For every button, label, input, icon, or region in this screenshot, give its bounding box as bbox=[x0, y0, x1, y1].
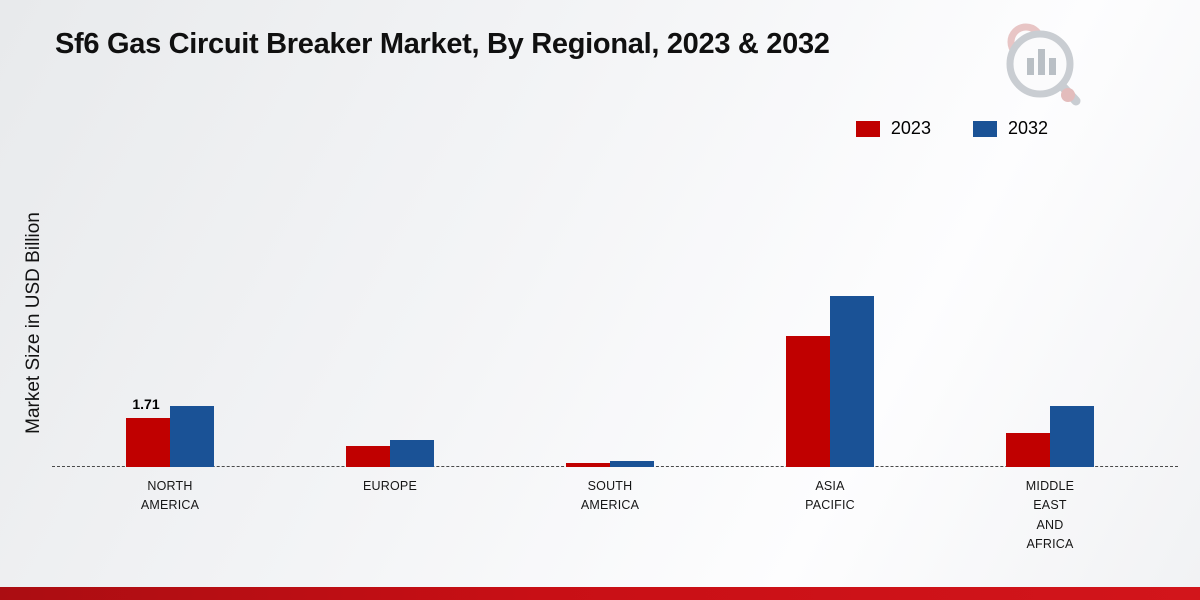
y-axis-label: Market Size in USD Billion bbox=[23, 212, 44, 434]
bars-europe bbox=[346, 439, 434, 467]
bar-group-middle-east-and-africa bbox=[940, 140, 1160, 467]
bar-2032-south-america bbox=[610, 460, 654, 467]
legend-swatch-2023 bbox=[855, 120, 880, 137]
bar-2032-asia-pacific bbox=[830, 296, 874, 467]
category-label-north-america: NORTH AMERICA bbox=[140, 479, 200, 513]
bars-north-america: 1.71 bbox=[126, 396, 214, 467]
plot-area: 1.71 bbox=[52, 140, 1178, 467]
legend-swatch-2032 bbox=[972, 120, 997, 137]
brand-logo-icon bbox=[1006, 23, 1081, 106]
legend: 2023 2032 bbox=[855, 118, 1048, 139]
bars-south-america bbox=[566, 460, 654, 467]
category-label-south-america: SOUTH AMERICA bbox=[580, 479, 640, 513]
bar-2023-south-america bbox=[566, 462, 610, 467]
bar-group-asia-pacific bbox=[720, 140, 940, 467]
bar-group-europe bbox=[280, 140, 500, 467]
bar-value-label: 1.71 bbox=[132, 396, 160, 413]
category-axis: NORTH AMERICA EUROPE SOUTH AMERICA ASIA PACIFI… bbox=[60, 477, 1160, 555]
bar-group-north-america: 1.71 bbox=[60, 140, 280, 467]
footer-accent-bar bbox=[0, 587, 1200, 600]
bar-2032-europe bbox=[390, 439, 434, 467]
bar-2023-middle-east-and-africa bbox=[1006, 432, 1050, 467]
bars-middle-east-and-africa bbox=[1006, 405, 1094, 467]
bars-asia-pacific bbox=[786, 296, 874, 467]
bar-2032-middle-east-and-africa bbox=[1050, 405, 1094, 467]
legend-item-2023: 2023 bbox=[855, 118, 931, 139]
bar-2023-north-america: 1.71 bbox=[126, 396, 170, 467]
bar-2023-europe bbox=[346, 445, 390, 467]
legend-label-2032: 2032 bbox=[1007, 118, 1048, 138]
bar-2023-asia-pacific bbox=[786, 335, 830, 467]
legend-item-2032: 2032 bbox=[972, 118, 1048, 139]
bar-group-south-america bbox=[500, 140, 720, 467]
bar-2032-north-america bbox=[170, 405, 214, 467]
page-title: Sf6 Gas Circuit Breaker Market, By Regio… bbox=[55, 28, 830, 60]
category-label-middle-east-and-africa: MIDDLE EAST AND AFRICA bbox=[1025, 479, 1075, 552]
category-label-asia-pacific: ASIA PACIFIC bbox=[805, 479, 855, 513]
category-label-europe: EUROPE bbox=[363, 479, 417, 493]
legend-label-2023: 2023 bbox=[890, 118, 931, 138]
bar-chart: 1.71 NORTH AMERICA EUROPE SOUTH AMERICA ASIA P… bbox=[52, 140, 1178, 555]
